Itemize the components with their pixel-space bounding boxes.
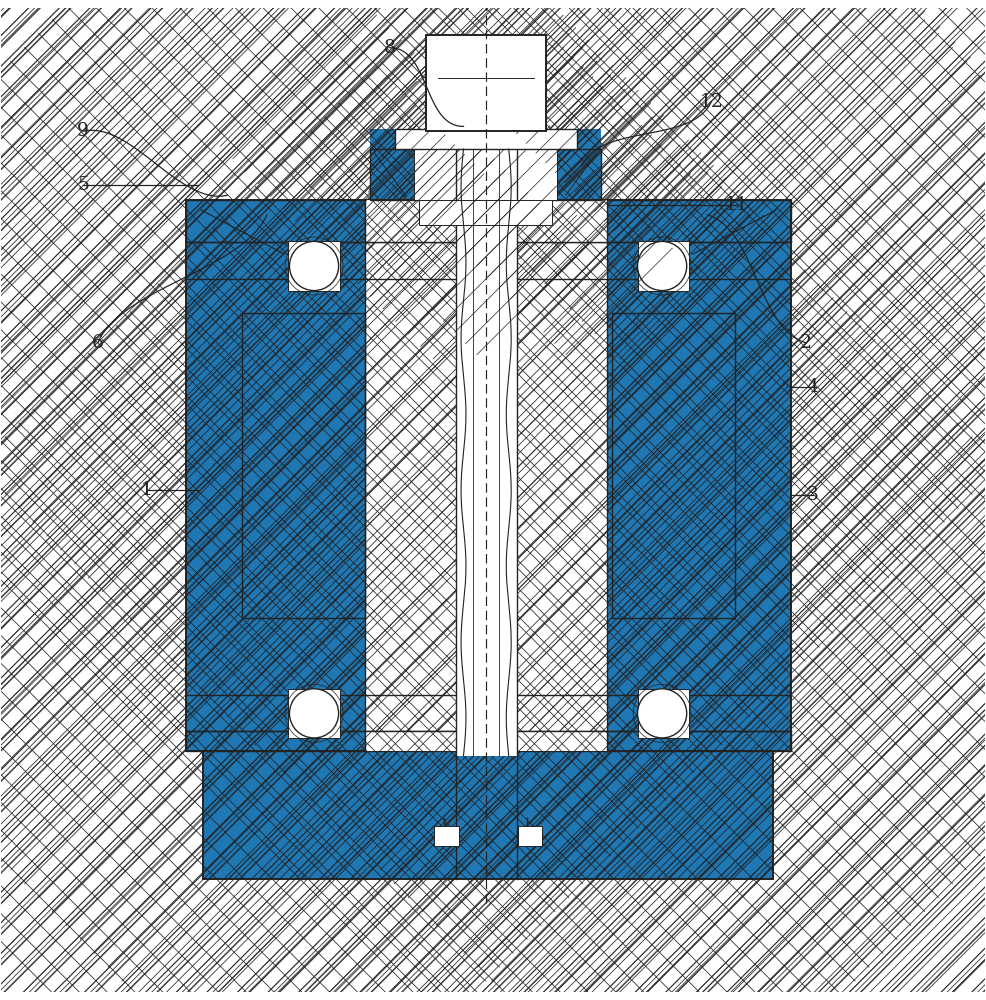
Bar — [289, 689, 339, 738]
Bar — [508, 200, 552, 225]
Text: 1: 1 — [141, 481, 153, 499]
Circle shape — [290, 689, 338, 738]
Text: 6: 6 — [92, 334, 104, 352]
Bar — [434, 826, 458, 846]
Text: 9: 9 — [77, 122, 89, 140]
Bar — [186, 200, 791, 242]
Text: 4: 4 — [807, 378, 818, 396]
Bar — [419, 200, 463, 225]
Text: 3: 3 — [807, 486, 818, 504]
Bar — [607, 200, 791, 751]
Bar — [203, 751, 773, 879]
Text: 2: 2 — [800, 334, 811, 352]
Bar — [203, 751, 773, 879]
Bar — [370, 149, 414, 200]
Bar — [426, 35, 546, 131]
Bar — [518, 826, 542, 846]
Bar — [456, 149, 517, 756]
Circle shape — [290, 241, 338, 291]
Text: 8: 8 — [384, 39, 395, 57]
Bar — [186, 200, 791, 751]
Bar — [365, 731, 607, 751]
Bar — [186, 200, 365, 751]
Bar — [638, 689, 688, 738]
Bar — [186, 731, 791, 751]
Bar — [243, 313, 365, 618]
Bar — [186, 731, 791, 751]
Text: 11: 11 — [725, 196, 748, 214]
Bar — [394, 129, 577, 149]
Text: 12: 12 — [699, 93, 723, 111]
Bar — [419, 200, 552, 225]
Bar — [638, 241, 688, 291]
Bar — [414, 149, 557, 200]
Bar — [612, 313, 735, 618]
Circle shape — [638, 689, 686, 738]
Bar — [577, 129, 601, 149]
Bar — [365, 200, 607, 242]
Bar — [289, 241, 339, 291]
Bar — [186, 200, 791, 242]
Bar — [243, 313, 365, 618]
Bar — [365, 200, 607, 751]
Bar — [612, 313, 735, 618]
Bar — [370, 129, 394, 149]
Bar — [370, 149, 601, 200]
Circle shape — [638, 241, 686, 291]
Bar — [557, 149, 601, 200]
Text: 5: 5 — [77, 176, 89, 194]
